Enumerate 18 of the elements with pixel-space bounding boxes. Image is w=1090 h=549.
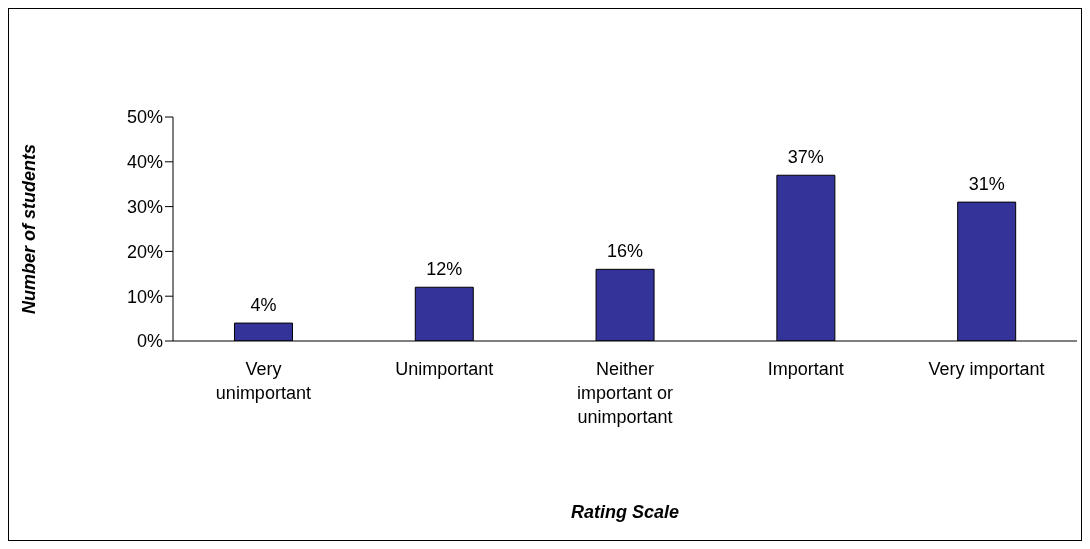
y-tick-label: 40% <box>126 152 163 173</box>
data-label: 37% <box>787 147 824 168</box>
x-tick-label: Very important <box>928 359 1045 379</box>
data-label: 4% <box>250 295 277 316</box>
x-tick-label: Unimportant <box>395 359 494 379</box>
y-tick-label: 50% <box>126 107 163 128</box>
y-tick-label: 0% <box>136 331 163 352</box>
y-axis-title: Number of students <box>19 143 40 315</box>
y-tick-label: 30% <box>126 196 163 217</box>
data-label: 12% <box>426 259 463 280</box>
y-tick-label: 10% <box>126 286 163 307</box>
x-tick-label: Important <box>767 359 844 379</box>
data-label: 16% <box>607 241 644 262</box>
x-tick-label: Very unimportant <box>215 359 311 403</box>
x-tick-label: Neither important or unimportant <box>576 359 674 427</box>
y-tick-label: 20% <box>126 241 163 262</box>
data-label: 31% <box>968 174 1005 195</box>
x-axis-title: Rating Scale <box>570 502 680 522</box>
